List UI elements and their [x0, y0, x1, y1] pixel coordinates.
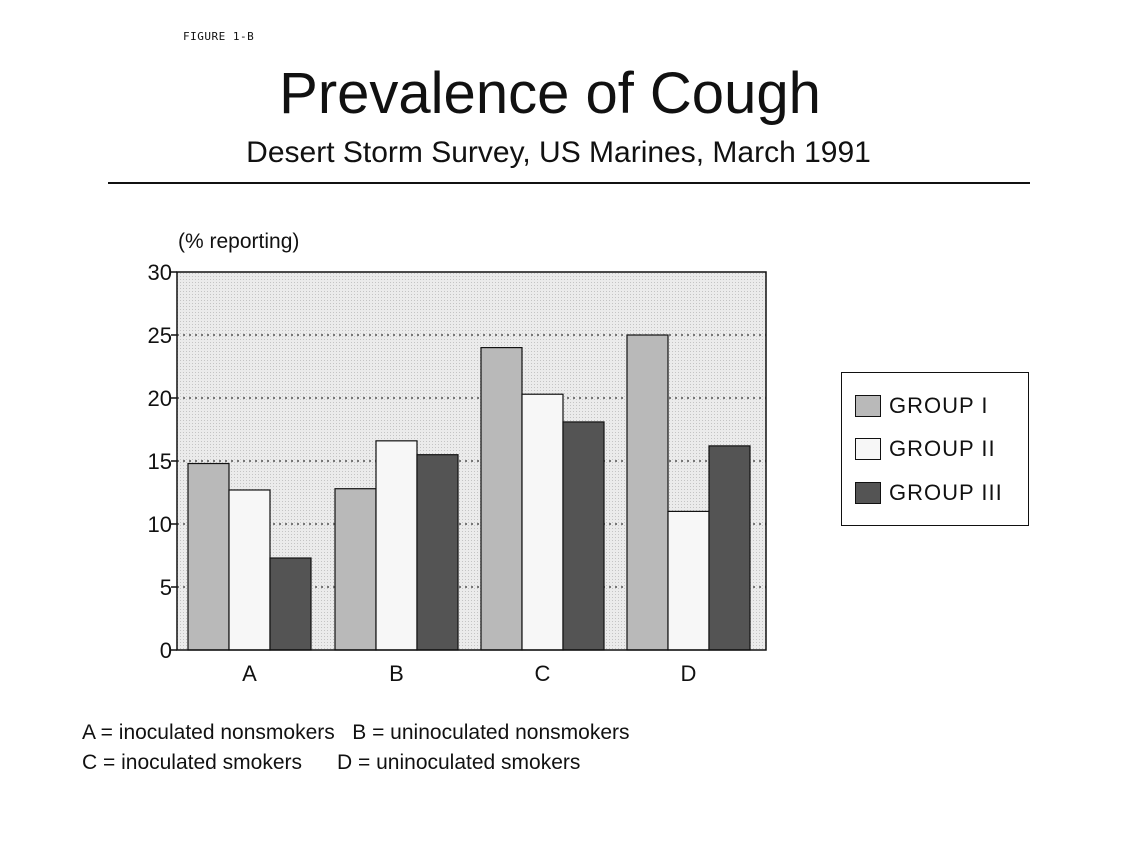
x-tick-label: D — [681, 661, 697, 686]
legend-swatch-group-i — [855, 395, 881, 417]
caption-line-1: A = inoculated nonsmokers B = uninoculat… — [82, 721, 630, 744]
bar-b-series-3 — [416, 454, 459, 651]
bar-d-series-2 — [667, 510, 710, 651]
y-tick-label: 30 — [148, 260, 172, 285]
legend-item-group-i: GROUP I — [855, 393, 989, 419]
legend-label-group-iii: GROUP III — [889, 480, 1003, 505]
y-tick-label: 10 — [148, 512, 172, 537]
title-divider — [108, 182, 1030, 184]
legend-swatch-group-iii — [855, 482, 881, 504]
y-tick-label: 5 — [160, 575, 172, 600]
bar-d-series-3 — [708, 445, 751, 651]
bar-b-series-2 — [375, 440, 418, 651]
bar-c-series-1 — [480, 347, 523, 651]
legend-label-group-ii: GROUP II — [889, 436, 996, 461]
x-tick-label: B — [389, 661, 404, 686]
x-tick-label: A — [242, 661, 257, 686]
bar-b-series-1 — [334, 488, 377, 651]
caption-line-2: C = inoculated smokers D = uninoculated … — [82, 751, 581, 774]
legend: GROUP I GROUP II GROUP III — [841, 372, 1029, 526]
bar-c-series-3 — [562, 421, 605, 651]
legend-swatch-group-ii — [855, 438, 881, 460]
bar-c-series-2 — [521, 393, 564, 651]
bar-a-series-2 — [228, 489, 271, 651]
figure-label: FIGURE 1-B — [183, 30, 255, 43]
y-tick-label: 20 — [148, 386, 172, 411]
legend-label-group-i: GROUP I — [889, 393, 989, 418]
x-tick-label: C — [535, 661, 551, 686]
y-tick-label: 25 — [148, 323, 172, 348]
bar-a-series-3 — [269, 557, 312, 651]
y-axis-label: (% reporting) — [178, 230, 300, 253]
bar-a-series-1 — [187, 462, 230, 651]
bar-d-series-1 — [626, 334, 669, 651]
legend-item-group-ii: GROUP II — [855, 436, 996, 462]
y-tick-label: 0 — [160, 638, 172, 663]
legend-item-group-iii: GROUP III — [855, 480, 1003, 506]
chart-title: Prevalence of Cough — [279, 61, 821, 126]
chart-subtitle: Desert Storm Survey, US Marines, March 1… — [246, 136, 871, 169]
y-tick-label: 15 — [148, 449, 172, 474]
